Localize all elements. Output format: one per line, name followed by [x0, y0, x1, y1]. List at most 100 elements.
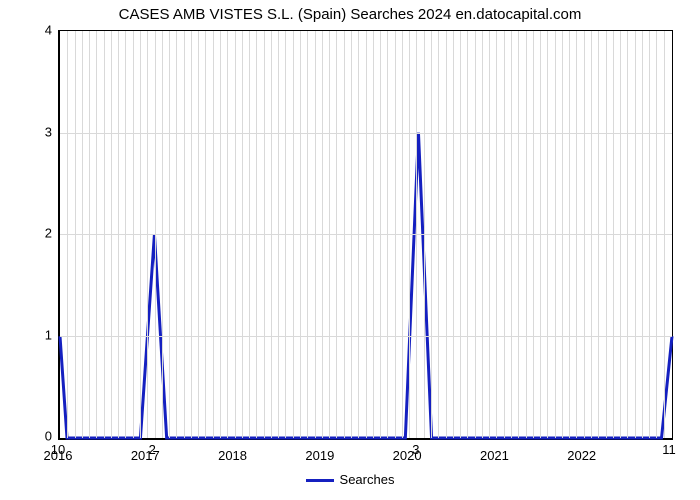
- x-minor-gridline: [642, 31, 643, 438]
- x-minor-gridline: [351, 31, 352, 438]
- x-gridline: [409, 31, 410, 438]
- x-minor-gridline: [620, 31, 621, 438]
- x-minor-gridline: [227, 31, 228, 438]
- x-minor-gridline: [264, 31, 265, 438]
- x-minor-gridline: [75, 31, 76, 438]
- x-minor-gridline: [307, 31, 308, 438]
- plot-area: [58, 30, 673, 440]
- x-minor-gridline: [664, 31, 665, 438]
- x-minor-gridline: [191, 31, 192, 438]
- x-minor-gridline: [453, 31, 454, 438]
- x-minor-gridline: [656, 31, 657, 438]
- x-minor-gridline: [336, 31, 337, 438]
- x-minor-gridline: [569, 31, 570, 438]
- x-minor-gridline: [591, 31, 592, 438]
- x-minor-gridline: [176, 31, 177, 438]
- x-tick-label: 2018: [218, 448, 247, 463]
- x-minor-gridline: [489, 31, 490, 438]
- x-minor-gridline: [315, 31, 316, 438]
- x-minor-gridline: [89, 31, 90, 438]
- x-minor-gridline: [613, 31, 614, 438]
- data-point-label: 2: [149, 442, 156, 457]
- x-minor-gridline: [358, 31, 359, 438]
- x-minor-gridline: [555, 31, 556, 438]
- x-minor-gridline: [220, 31, 221, 438]
- x-minor-gridline: [67, 31, 68, 438]
- x-minor-gridline: [416, 31, 417, 438]
- legend-swatch: [306, 479, 334, 482]
- x-minor-gridline: [169, 31, 170, 438]
- x-minor-gridline: [518, 31, 519, 438]
- x-minor-gridline: [256, 31, 257, 438]
- data-point-label: 11: [662, 442, 676, 457]
- x-minor-gridline: [285, 31, 286, 438]
- x-minor-gridline: [482, 31, 483, 438]
- x-minor-gridline: [576, 31, 577, 438]
- x-minor-gridline: [547, 31, 548, 438]
- x-minor-gridline: [205, 31, 206, 438]
- x-minor-gridline: [511, 31, 512, 438]
- x-minor-gridline: [460, 31, 461, 438]
- x-minor-gridline: [373, 31, 374, 438]
- x-minor-gridline: [293, 31, 294, 438]
- y-tick-label: 0: [12, 429, 52, 444]
- y-tick-label: 4: [12, 23, 52, 38]
- x-minor-gridline: [475, 31, 476, 438]
- x-minor-gridline: [598, 31, 599, 438]
- x-minor-gridline: [184, 31, 185, 438]
- x-minor-gridline: [431, 31, 432, 438]
- chart-title: CASES AMB VISTES S.L. (Spain) Searches 2…: [0, 6, 700, 23]
- data-point-label: 3: [412, 442, 419, 457]
- x-minor-gridline: [649, 31, 650, 438]
- x-minor-gridline: [140, 31, 141, 438]
- x-minor-gridline: [96, 31, 97, 438]
- x-minor-gridline: [242, 31, 243, 438]
- x-minor-gridline: [402, 31, 403, 438]
- legend-label: Searches: [340, 472, 395, 487]
- x-minor-gridline: [249, 31, 250, 438]
- x-minor-gridline: [606, 31, 607, 438]
- x-minor-gridline: [366, 31, 367, 438]
- y-tick-label: 3: [12, 124, 52, 139]
- x-minor-gridline: [162, 31, 163, 438]
- x-minor-gridline: [446, 31, 447, 438]
- x-minor-gridline: [380, 31, 381, 438]
- x-minor-gridline: [526, 31, 527, 438]
- x-minor-gridline: [467, 31, 468, 438]
- x-gridline: [584, 31, 585, 438]
- x-minor-gridline: [111, 31, 112, 438]
- x-minor-gridline: [118, 31, 119, 438]
- x-minor-gridline: [635, 31, 636, 438]
- x-minor-gridline: [104, 31, 105, 438]
- chart-container: CASES AMB VISTES S.L. (Spain) Searches 2…: [0, 0, 700, 500]
- x-minor-gridline: [533, 31, 534, 438]
- x-minor-gridline: [387, 31, 388, 438]
- x-minor-gridline: [125, 31, 126, 438]
- x-gridline: [147, 31, 148, 438]
- x-minor-gridline: [344, 31, 345, 438]
- x-tick-label: 2022: [567, 448, 596, 463]
- x-minor-gridline: [627, 31, 628, 438]
- legend: Searches: [0, 472, 700, 487]
- x-minor-gridline: [395, 31, 396, 438]
- x-minor-gridline: [82, 31, 83, 438]
- x-minor-gridline: [540, 31, 541, 438]
- x-gridline: [496, 31, 497, 438]
- x-tick-label: 2019: [305, 448, 334, 463]
- x-gridline: [322, 31, 323, 438]
- x-gridline: [235, 31, 236, 438]
- x-minor-gridline: [438, 31, 439, 438]
- x-minor-gridline: [504, 31, 505, 438]
- x-minor-gridline: [133, 31, 134, 438]
- x-tick-label: 2021: [480, 448, 509, 463]
- y-tick-label: 1: [12, 327, 52, 342]
- x-minor-gridline: [329, 31, 330, 438]
- x-minor-gridline: [155, 31, 156, 438]
- x-minor-gridline: [424, 31, 425, 438]
- x-minor-gridline: [278, 31, 279, 438]
- x-minor-gridline: [562, 31, 563, 438]
- x-minor-gridline: [300, 31, 301, 438]
- data-point-label: 10: [51, 442, 65, 457]
- x-minor-gridline: [198, 31, 199, 438]
- y-tick-label: 2: [12, 226, 52, 241]
